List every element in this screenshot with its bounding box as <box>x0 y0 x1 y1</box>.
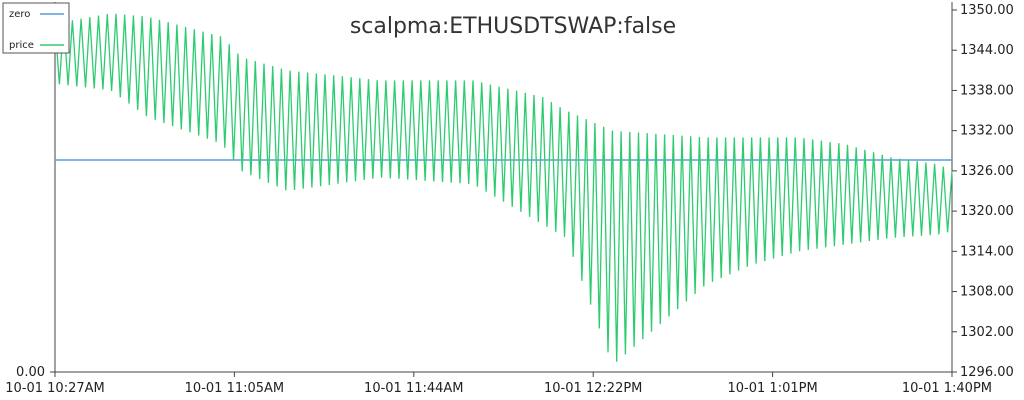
x-tick-label: 10-01 11:05AM <box>185 381 284 396</box>
right-tick-label: 1296.00 <box>960 365 1014 380</box>
right-tick-label: 1350.00 <box>960 3 1014 18</box>
series-layer <box>54 13 953 362</box>
left-axis-ticks: 0.00 <box>16 365 55 380</box>
legend-label-price: price <box>9 40 34 51</box>
right-tick-label: 1344.00 <box>960 43 1014 58</box>
right-tick-label: 1320.00 <box>960 204 1014 219</box>
legend: zero price <box>2 2 70 54</box>
right-tick-label: 1338.00 <box>960 83 1014 98</box>
right-tick-label: 1332.00 <box>960 124 1014 139</box>
right-tick-label: 1314.00 <box>960 244 1014 259</box>
right-tick-label: 1302.00 <box>960 325 1014 340</box>
x-tick-label: 10-01 10:27AM <box>5 381 104 396</box>
x-tick-label: 10-01 11:44AM <box>364 381 463 396</box>
x-tick-label: 10-01 1:40PM <box>902 381 992 396</box>
chart-title: scalpma:ETHUSDTSWAP:false <box>350 14 676 39</box>
right-axis-ticks: 1296.00 1302.00 1308.00 1314.00 1320.00 1326.… <box>952 3 1014 380</box>
right-tick-label: 1326.00 <box>960 164 1014 179</box>
legend-label-zero: zero <box>9 9 30 20</box>
right-tick-label: 1308.00 <box>960 285 1014 300</box>
x-axis-ticks: 10-01 10:27AM 10-01 11:05AM 10-01 11:44AM 1… <box>5 372 992 396</box>
left-tick-label: 0.00 <box>16 365 45 380</box>
x-tick-label: 10-01 1:01PM <box>728 381 818 396</box>
x-tick-label: 10-01 12:22PM <box>544 381 642 396</box>
series-line-price <box>54 13 953 362</box>
